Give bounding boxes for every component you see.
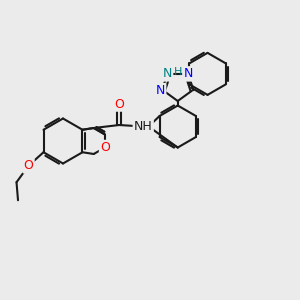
- Text: N: N: [163, 68, 172, 80]
- Text: O: O: [114, 98, 124, 110]
- Text: O: O: [100, 141, 110, 154]
- Text: NH: NH: [134, 120, 153, 133]
- Text: N: N: [183, 68, 193, 80]
- Text: O: O: [24, 159, 34, 172]
- Text: N: N: [156, 84, 165, 97]
- Text: H: H: [174, 67, 183, 77]
